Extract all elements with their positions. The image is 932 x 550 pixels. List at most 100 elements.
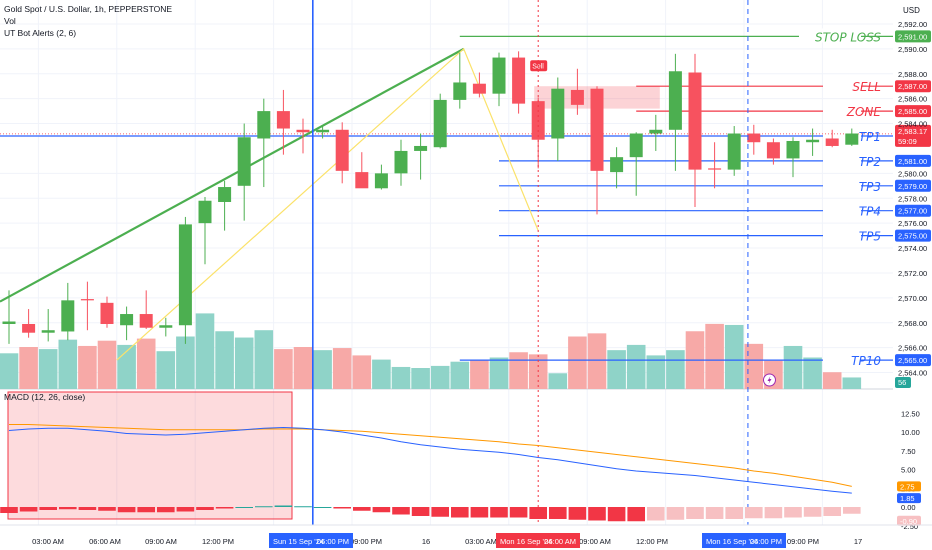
macd-hist-bar — [411, 507, 430, 516]
candle[interactable] — [2, 290, 16, 344]
price-tick: 2,568.00 — [898, 319, 927, 328]
candle[interactable] — [492, 52, 506, 107]
macd-hist-bar — [333, 507, 351, 509]
grid — [0, 0, 893, 525]
volume-bar — [666, 350, 685, 389]
zigzag-line[interactable] — [116, 47, 539, 361]
trend-lines[interactable] — [0, 47, 539, 361]
candle[interactable] — [551, 77, 565, 161]
level-tp3[interactable]: TP3 2,579.00 — [499, 177, 931, 194]
macd-value-tag: -0.90 — [897, 515, 921, 526]
candle[interactable] — [139, 290, 153, 329]
level-tp10[interactable]: TP10 2,565.00 — [459, 352, 931, 368]
volume-bar — [509, 352, 528, 389]
candle[interactable] — [727, 126, 741, 176]
candle[interactable] — [335, 122, 349, 184]
candle[interactable] — [374, 164, 388, 190]
candle[interactable] — [414, 133, 428, 180]
candle[interactable] — [845, 128, 859, 146]
candle[interactable] — [100, 296, 114, 328]
volume-bar — [450, 361, 470, 389]
candle[interactable] — [825, 129, 839, 148]
candle[interactable] — [766, 138, 780, 165]
candle[interactable] — [590, 86, 604, 215]
candles[interactable]: Sell — [2, 51, 859, 344]
candle[interactable] — [668, 53, 682, 171]
candle[interactable] — [218, 180, 232, 231]
macd-hist-bar — [588, 507, 606, 521]
candle[interactable] — [629, 132, 643, 196]
volume-bar — [58, 339, 78, 389]
candle[interactable] — [708, 142, 722, 189]
level-tp5[interactable]: TP5 2,575.00 — [499, 227, 931, 244]
candle[interactable] — [120, 306, 134, 341]
candle[interactable] — [472, 72, 486, 98]
candle[interactable] — [355, 152, 369, 189]
level-sell[interactable]: SELL 2,587.00 — [636, 78, 931, 94]
macd-value-text: 2.75 — [900, 482, 915, 491]
macd-value-bg — [897, 515, 921, 526]
candle[interactable] — [512, 51, 526, 114]
level-label-bg — [823, 227, 861, 242]
candle[interactable] — [806, 128, 820, 156]
price-tick: 2,566.00 — [898, 344, 927, 353]
price-tick: 2,564.00 — [898, 369, 927, 378]
candle[interactable] — [22, 309, 36, 338]
candle[interactable] — [159, 317, 173, 337]
level-stop-loss[interactable]: STOP LOSS 2,591.00 — [459, 28, 931, 44]
level-label: STOP LOSS — [815, 30, 881, 44]
level-label: TP3 — [859, 180, 881, 194]
time-highlight-time: 06:00 PM — [317, 537, 349, 546]
candle[interactable] — [316, 126, 330, 139]
volume-bar — [842, 377, 862, 389]
candle[interactable] — [41, 309, 55, 342]
candle[interactable] — [453, 52, 467, 109]
volume-bar — [411, 368, 430, 389]
candle[interactable] — [296, 118, 310, 154]
price-tag-bg — [895, 80, 931, 93]
candle[interactable] — [433, 93, 447, 149]
price-tag-bg — [895, 354, 931, 367]
candle[interactable] — [747, 124, 761, 155]
level-label-bg — [823, 202, 861, 217]
level-tp4[interactable]: TP4 2,577.00 — [499, 202, 931, 219]
macd-hist-bar — [509, 507, 528, 518]
time-tick: 03:00 AM — [32, 537, 64, 546]
candle-body — [433, 99, 447, 148]
candle-body — [139, 314, 153, 328]
macd-hist-bar — [490, 507, 508, 518]
time-axis[interactable]: 03:00 AM 06:00 AM 09:00 AM 12:00 PM 09:00 PM… — [0, 524, 932, 548]
uptrend-line[interactable] — [0, 47, 465, 303]
price-axis[interactable]: USD 2,592.00 2,590.00 2,588.00 2,586.00 2,584… — [893, 0, 932, 531]
macd-hist-bar — [392, 507, 410, 515]
candle[interactable] — [80, 281, 94, 331]
price-tick: 2,592.00 — [898, 20, 927, 29]
time-highlight-time: 06:00 PM — [750, 537, 782, 546]
price-tag-text: 2,577.00 — [898, 207, 927, 216]
candle[interactable] — [257, 98, 271, 188]
candle[interactable] — [276, 89, 290, 155]
candle[interactable] — [570, 68, 584, 115]
price-tick: 2,570.00 — [898, 294, 927, 303]
candle[interactable] — [198, 197, 212, 265]
candle[interactable] — [237, 123, 251, 221]
price-tag-bg — [895, 204, 931, 217]
candle[interactable] — [610, 147, 624, 189]
candle[interactable] — [649, 114, 663, 151]
candle-body — [296, 129, 310, 133]
time-tick: 09:00 PM — [787, 537, 819, 546]
volume-bar — [136, 338, 156, 389]
macd-hist-bar — [98, 507, 116, 511]
macd-tick: 5.00 — [901, 466, 916, 475]
candle[interactable] — [786, 137, 800, 178]
level-zone[interactable]: ZONE 2,585.00 — [636, 103, 931, 119]
candle[interactable] — [61, 282, 75, 341]
macd-hist-bar — [255, 506, 273, 508]
candle[interactable] — [688, 53, 702, 207]
macd-signal-line — [9, 424, 852, 487]
candle[interactable] — [394, 139, 408, 186]
candle-body — [316, 129, 330, 133]
candle[interactable] — [178, 216, 192, 344]
